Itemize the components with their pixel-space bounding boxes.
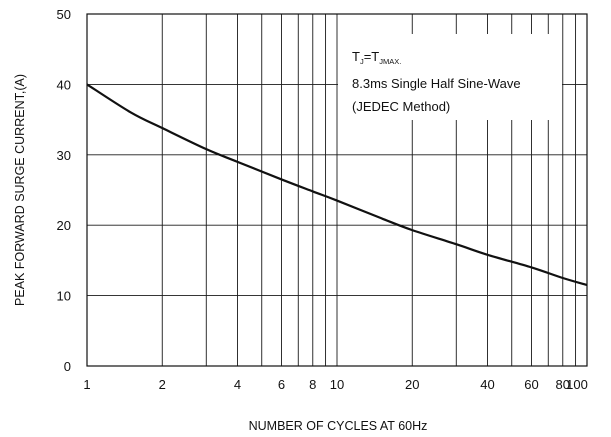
y-tick-label: 50 (57, 7, 71, 22)
x-tick-label: 4 (234, 377, 241, 392)
y-tick-label: 30 (57, 148, 71, 163)
x-tick-label: 1 (83, 377, 90, 392)
y-tick-label: 40 (57, 77, 71, 92)
x-tick-label: 80 (556, 377, 570, 392)
x-tick-label: 6 (278, 377, 285, 392)
y-tick-label: 20 (57, 218, 71, 233)
y-tick-label: 0 (64, 359, 71, 374)
x-tick-label: 10 (330, 377, 344, 392)
y-tick-label: 10 (57, 289, 71, 304)
annotation-box (338, 34, 562, 120)
series-line-0 (86, 83, 588, 287)
x-axis-title: NUMBER OF CYCLES AT 60Hz (249, 419, 428, 433)
series-layer (86, 83, 588, 287)
y-axis-title: PEAK FORWARD SURGE CURRENT,(A) (13, 74, 27, 306)
annotation-condition: TJ=TJMAX. (352, 49, 401, 66)
x-tick-label: 2 (159, 377, 166, 392)
x-tick-label: 100 (566, 377, 588, 392)
x-tick-label: 60 (524, 377, 538, 392)
x-tick-label: 8 (309, 377, 316, 392)
annotation-waveform: 8.3ms Single Half Sine-Wave (352, 76, 521, 91)
plot-frame (86, 13, 588, 367)
annotation-method: (JEDEC Method) (352, 99, 450, 114)
x-tick-label: 20 (405, 377, 419, 392)
y-tick-labels: 0 10 20 30 40 50 (57, 7, 71, 374)
x-tick-label: 40 (480, 377, 494, 392)
